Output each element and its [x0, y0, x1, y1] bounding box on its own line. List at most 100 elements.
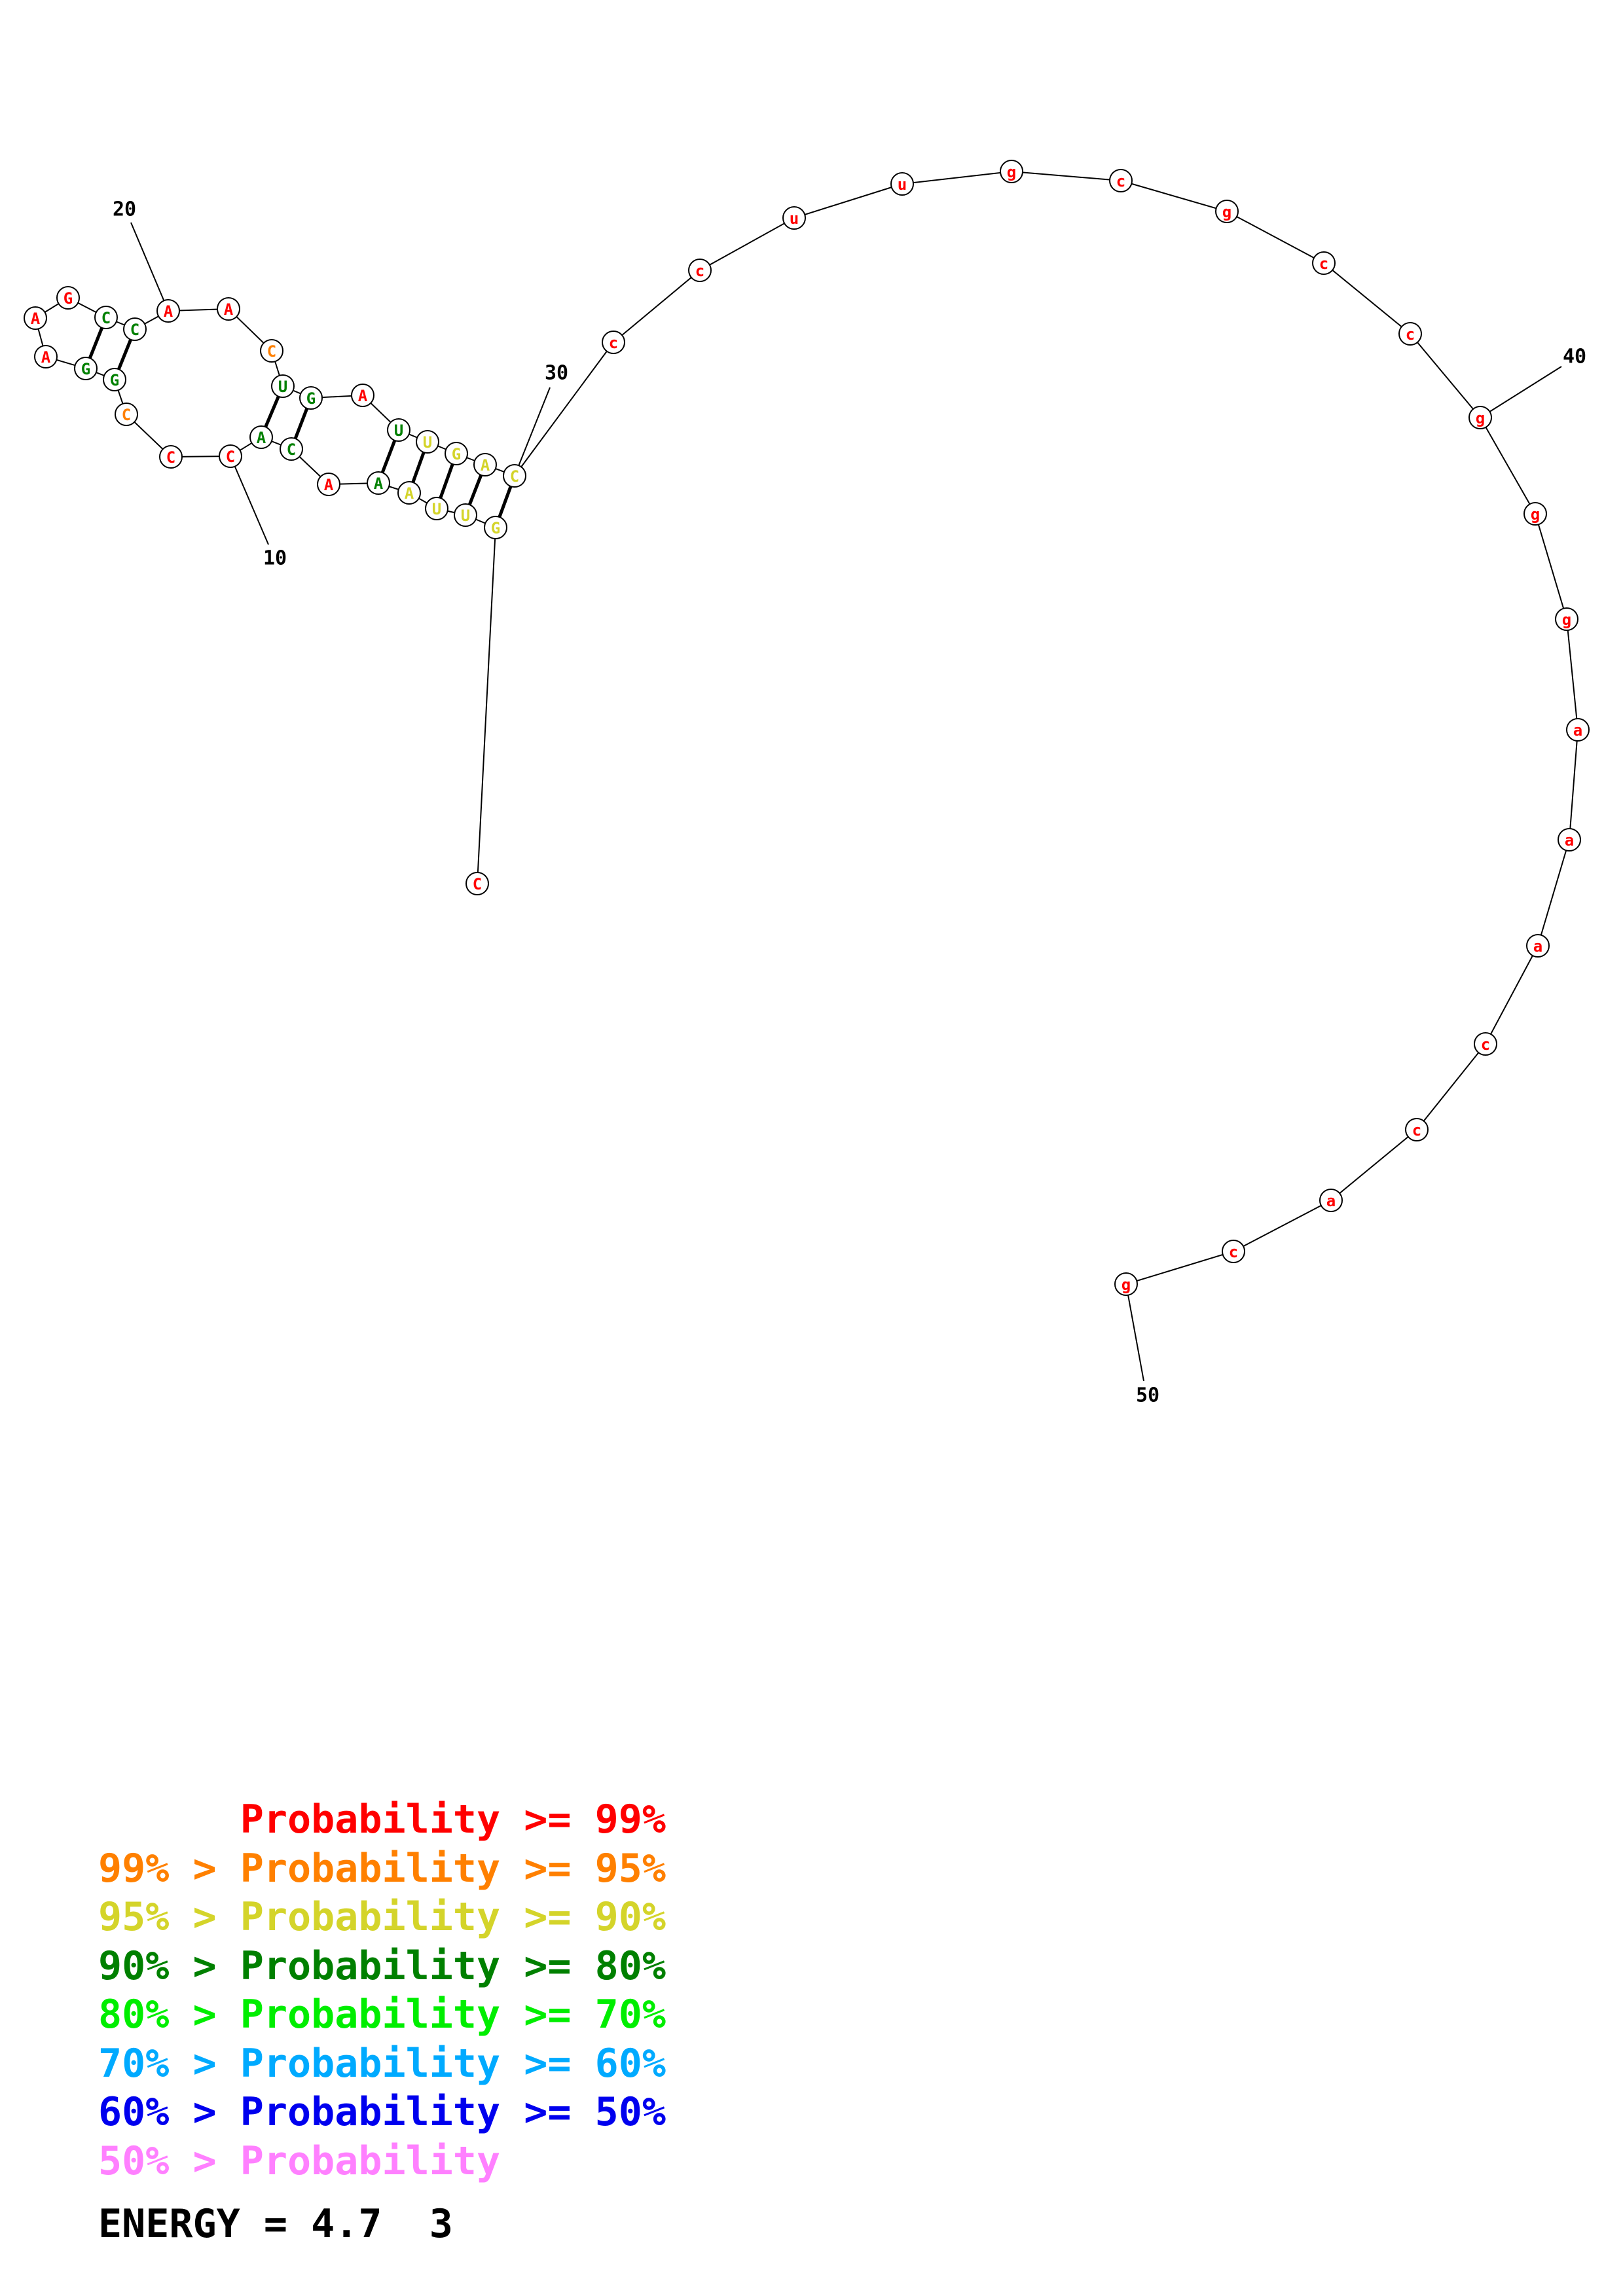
nucleotide-letter: A [374, 475, 384, 493]
nucleotide-letter: C [101, 309, 111, 327]
nucleotide-11: C [159, 445, 183, 469]
nucleotide-letter: C [122, 406, 131, 424]
nucleotide-letter: u [790, 209, 799, 228]
nucleotide-letter: g [1476, 409, 1485, 427]
base-pair-14-18 [88, 326, 104, 360]
nucleotide-letter: A [41, 348, 51, 367]
nucleotide-20: A [156, 299, 180, 323]
nucleotide-letter: G [452, 445, 461, 463]
nucleotide-17: G [56, 286, 80, 310]
nucleotide-6: A [367, 471, 390, 495]
nucleotide-40: g [1468, 406, 1492, 429]
nucleotide-19: C [123, 317, 147, 341]
nucleotide-letter: C [473, 875, 482, 893]
nucleotide-38: c [1312, 251, 1336, 275]
nucleotide-letter: G [110, 371, 119, 389]
index-label-30: 30 [545, 362, 568, 385]
nucleotide-letter: c [1481, 1035, 1490, 1054]
nucleotide-letter: C [287, 440, 296, 459]
nucleotide-circle [260, 339, 283, 363]
index-ticks: 10 20 30 40 50 [113, 198, 1586, 1407]
base-pair-4-28 [439, 462, 454, 500]
index-tick-30 [514, 387, 551, 476]
nucleotide-42: g [1555, 607, 1578, 631]
nucleotide-circle [1555, 607, 1578, 631]
nucleotide-circle [1000, 160, 1023, 183]
nucleotide-letter: G [306, 389, 316, 408]
nucleotide-circle [1398, 322, 1422, 346]
nucleotide-8: C [280, 437, 303, 461]
nucleotide-letter: a [1326, 1192, 1336, 1210]
nucleotide-26: U [387, 418, 410, 442]
nucleotide-circle [1114, 1272, 1138, 1296]
nucleotide-35: g [1000, 160, 1023, 183]
nucleotide-14: G [74, 357, 98, 380]
nucleotide-letter: U [423, 433, 432, 452]
nucleotide-letter: a [1573, 721, 1582, 740]
nucleotide-letter: U [432, 500, 441, 518]
nucleotide-15: A [34, 345, 58, 368]
index-label-50: 50 [1136, 1384, 1159, 1407]
nucleotide-10: C [219, 444, 242, 468]
backbone [34, 170, 1579, 1285]
index-label-40: 40 [1563, 346, 1586, 368]
legend-entry-4: 80% > Probability >= 70% [98, 1992, 666, 2037]
nucleotide-12: C [115, 403, 138, 426]
nucleotide-36: c [1109, 169, 1133, 192]
nucleotide-45: a [1526, 934, 1550, 958]
nucleotide-letter: c [695, 262, 704, 280]
nucleotide-circle [299, 386, 323, 410]
index-tick-20 [130, 222, 169, 312]
nucleotide-circle [602, 331, 625, 354]
nucleotide-circle [503, 464, 526, 488]
nucleotide-27: U [416, 430, 439, 454]
nucleotide-circle [890, 172, 914, 196]
nucleotide-49: c [1222, 1240, 1245, 1263]
nucleotide-30: C [503, 464, 526, 488]
nucleotide-23: U [271, 374, 295, 398]
base-pair-5-27 [411, 450, 426, 484]
nucleotide-48: a [1319, 1189, 1343, 1212]
nucleotide-letter: A [31, 310, 41, 328]
index-label-10: 10 [263, 547, 287, 570]
nucleotide-21: A [217, 297, 240, 321]
index-label-20: 20 [113, 198, 136, 221]
nucleotide-9: A [249, 425, 273, 449]
nucleotide-circle [1526, 934, 1550, 958]
nucleotide-circle [484, 516, 507, 539]
nucleotide-circle [217, 297, 240, 321]
nucleotide-circle [103, 368, 126, 391]
nucleotide-circle [1566, 718, 1590, 742]
nucleotide-letter: G [491, 519, 500, 537]
legend-entry-5: 70% > Probability >= 60% [98, 2040, 666, 2087]
base-pair-13-19 [117, 338, 133, 371]
nucleotide-circle [159, 445, 183, 469]
nucleotide-circle [317, 473, 340, 496]
nucleotide-46: c [1474, 1032, 1497, 1056]
nucleotide-circle [1558, 828, 1581, 852]
nucleotide-5: A [397, 481, 421, 505]
nucleotide-circle [416, 430, 439, 454]
nucleotide-circle [1468, 406, 1492, 429]
nucleotide-22: C [260, 339, 283, 363]
nucleotide-letter: g [1222, 203, 1231, 221]
nucleotide-34: u [890, 172, 914, 196]
nucleotide-letter: C [226, 448, 235, 466]
nucleotide-39: c [1398, 322, 1422, 346]
nucleotide-circle [351, 384, 374, 407]
nucleotide-circle [74, 357, 98, 380]
nucleotide-7: A [317, 473, 340, 496]
base-pair-9-23 [264, 395, 280, 429]
nucleotide-letter: U [461, 507, 470, 525]
nucleotide-circle [1474, 1032, 1497, 1056]
nucleotide-31: c [602, 331, 625, 354]
nucleotide-letter: c [609, 334, 618, 352]
nucleotide-letter: a [1565, 831, 1574, 850]
nucleotide-letter: A [224, 300, 234, 319]
nucleotide-letter: c [1116, 172, 1125, 190]
nucleotide-letter: U [394, 422, 403, 440]
index-tick-50 [1125, 1283, 1144, 1382]
nucleotide-circle [445, 442, 468, 465]
nucleotide-letter: c [1319, 255, 1328, 273]
nucleotide-13: G [103, 368, 126, 391]
